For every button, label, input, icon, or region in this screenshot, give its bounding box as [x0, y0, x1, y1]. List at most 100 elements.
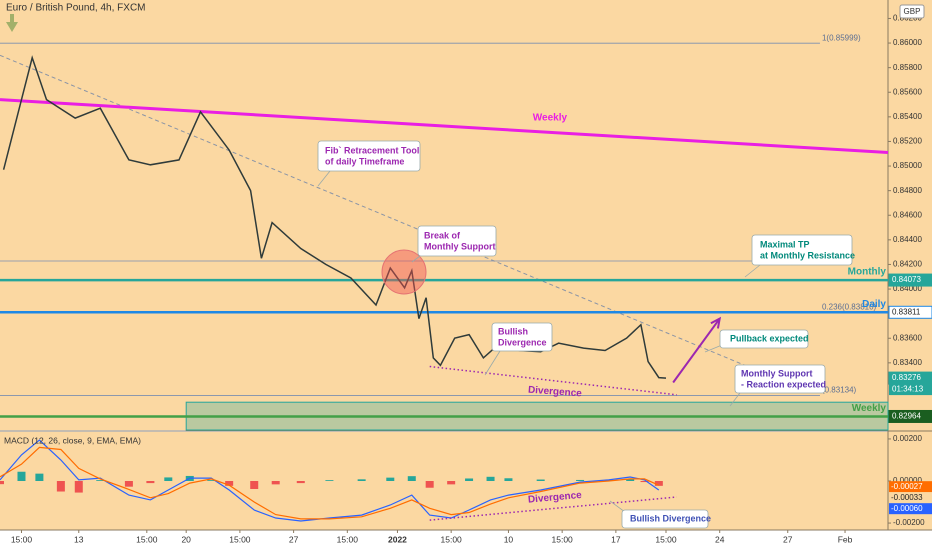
time-axis — [0, 530, 932, 550]
price-tag — [888, 273, 932, 287]
x-tick-label: 15:00 — [655, 534, 677, 544]
macd-histogram-bar — [465, 478, 474, 481]
macd-histogram-bar — [17, 471, 26, 481]
price-axis — [888, 0, 932, 530]
macd-histogram-bar — [486, 476, 495, 481]
price-tag-label: 0.84073 — [892, 275, 921, 284]
x-tick-label: 15:00 — [136, 534, 158, 544]
callout-pointer — [484, 350, 501, 376]
y-tick-label: 0.85400 — [893, 112, 922, 121]
y-tick-label: 0.84400 — [893, 235, 922, 244]
callout-text: Fib` Retracement Tool — [325, 145, 419, 155]
drawings: 1(0.85999)228)0.236(0.83810)(0.83134)Wee… — [0, 14, 932, 544]
y-tick-label: 0.84800 — [893, 186, 922, 195]
callout-box — [491, 322, 553, 352]
macd-histogram-bar — [640, 481, 649, 483]
y-tick-label: 0.85600 — [893, 87, 922, 96]
price-tag — [888, 409, 932, 423]
callout-text: Monthly Support — [741, 368, 813, 378]
callout-text: Pullback expected — [730, 333, 809, 343]
macd-histogram-bar — [357, 479, 366, 481]
callout-pointer — [609, 500, 626, 513]
callout-text: of daily Timeframe — [325, 156, 404, 166]
macd-divergence-label: Divergence — [528, 490, 583, 506]
level-line — [0, 98, 889, 154]
x-tick-label: 20 — [181, 534, 191, 544]
macd-tag-label: -0.00027 — [891, 482, 923, 491]
macd-tag — [889, 481, 932, 493]
macd-histogram-bar — [447, 481, 456, 485]
macd-histogram-bar — [536, 479, 545, 481]
macd-histogram-bar — [207, 480, 216, 481]
x-tick-label: Feb — [838, 534, 853, 544]
macd-tag-label: -0.00033 — [891, 493, 923, 502]
macd-y-tick-label: 0.00200 — [893, 434, 922, 443]
callout-pointer — [411, 255, 421, 263]
signal-line — [0, 446, 660, 520]
macd-histogram-bar — [96, 480, 105, 481]
currency-box — [899, 4, 925, 19]
macd-y-tick-label: 0.00000 — [893, 476, 922, 485]
macd-histogram-bar — [296, 481, 305, 484]
macd-tag — [889, 492, 932, 504]
y-tick-label: 0.84200 — [893, 260, 922, 269]
symbol-title: Euro / British Pound, 4h, FXCM — [6, 3, 146, 14]
x-tick-label: 15:00 — [11, 534, 33, 544]
macd-histogram-bar — [0, 481, 4, 485]
price-tag-label: 0.83276 — [892, 373, 921, 382]
callout-text: Monthly Support — [424, 241, 496, 251]
y-tick-label: 0.85800 — [893, 63, 922, 72]
macd-histogram-bar — [576, 479, 585, 481]
macd-histogram-bar — [626, 479, 635, 481]
callout-box — [719, 329, 809, 349]
divergence-label: Divergence — [528, 385, 583, 400]
y-tick-label: 0.86000 — [893, 38, 922, 47]
level-label: Daily — [862, 299, 886, 310]
x-tick-label: 2022 — [388, 534, 407, 544]
fib-label: 0.236(0.83810) — [822, 303, 877, 312]
callout-pointer — [704, 344, 723, 353]
price-line — [2, 55, 667, 379]
callout-text: Bullish — [498, 326, 528, 336]
x-tick-label: 13 — [74, 534, 84, 544]
y-tick-label: 0.83400 — [893, 358, 922, 367]
y-tick-label: 0.85200 — [893, 137, 922, 146]
arrow-head — [710, 316, 722, 329]
level-label: Weekly — [852, 403, 887, 414]
callout-text: - Reaction expected — [741, 379, 826, 389]
price-tag-label: 0.83811 — [892, 307, 921, 316]
macd-tag — [889, 503, 932, 515]
macd-histogram-bar — [35, 473, 44, 481]
countdown: 01:34:13 — [892, 385, 924, 394]
callout-text: Divergence — [498, 337, 547, 347]
y-tick-label: 0.85000 — [893, 161, 922, 170]
callout-pointer — [744, 264, 761, 278]
macd-histogram-bar — [504, 478, 513, 481]
callout-text: Maximal TP — [760, 239, 810, 249]
fib-label: (0.83134) — [822, 386, 857, 395]
macd-histogram-bar — [325, 480, 334, 481]
x-tick-label: 17 — [611, 534, 621, 544]
callout-box — [751, 234, 853, 266]
divergence-line — [429, 365, 677, 396]
level-label: Weekly — [533, 113, 568, 124]
macd-divergence-line — [429, 496, 677, 521]
arrow — [672, 317, 721, 384]
callout-box — [621, 509, 709, 529]
x-tick-label: 15:00 — [552, 534, 574, 544]
callout-pointer — [317, 170, 331, 187]
x-tick-label: 15:00 — [441, 534, 463, 544]
macd-histogram-bar — [386, 477, 395, 481]
y-tick-label: 0.84000 — [893, 284, 922, 293]
macd-tag-label: -0.00060 — [891, 504, 923, 513]
macd-y-tick-label: -0.00200 — [893, 518, 925, 527]
arrow-icon — [6, 14, 18, 32]
callout-text: at Monthly Resistance — [760, 250, 855, 260]
callout-pointer — [729, 392, 741, 407]
countdown-box — [889, 384, 932, 396]
x-tick-label: 27 — [783, 534, 793, 544]
callout-text: Break of — [424, 230, 461, 240]
macd-pane — [0, 432, 888, 530]
y-tick-label: 0.84600 — [893, 210, 922, 219]
